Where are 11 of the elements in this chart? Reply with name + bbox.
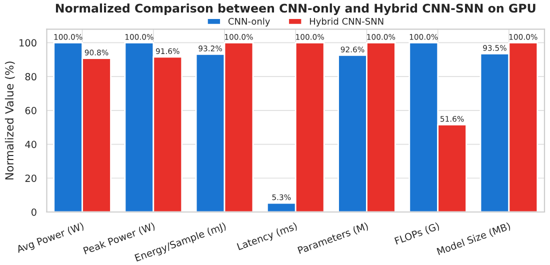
chart-title: Normalized Comparison between CNN-only and Hybrid CNN-SNN on GPU bbox=[56, 4, 536, 16]
y-tick-label: 100 bbox=[20, 39, 36, 47]
y-tick-label: 0 bbox=[31, 208, 36, 216]
y-axis-title: Normalized Value (%) bbox=[4, 62, 15, 180]
legend-label: Hybrid CNN-SNN bbox=[310, 18, 384, 26]
legend-label: CNN-only bbox=[228, 18, 270, 26]
y-tick-label: 80 bbox=[25, 73, 36, 80]
x-tick-label: FLOPs (G) bbox=[394, 222, 440, 246]
y-tick-label: 60 bbox=[25, 106, 36, 114]
y-tick-label: 40 bbox=[25, 140, 36, 148]
y-tick-label: 20 bbox=[25, 174, 36, 182]
